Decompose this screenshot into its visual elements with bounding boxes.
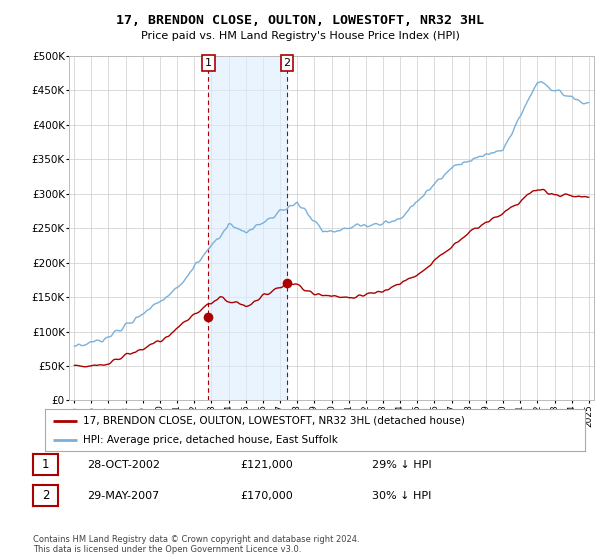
Text: £170,000: £170,000 (240, 491, 293, 501)
Text: 1: 1 (205, 58, 212, 68)
Text: HPI: Average price, detached house, East Suffolk: HPI: Average price, detached house, East… (83, 435, 338, 445)
Text: Contains HM Land Registry data © Crown copyright and database right 2024.
This d: Contains HM Land Registry data © Crown c… (33, 535, 359, 554)
Text: 28-OCT-2002: 28-OCT-2002 (87, 460, 160, 470)
Text: Price paid vs. HM Land Registry's House Price Index (HPI): Price paid vs. HM Land Registry's House … (140, 31, 460, 41)
Text: £121,000: £121,000 (240, 460, 293, 470)
Text: 1: 1 (42, 458, 49, 472)
Bar (208, 56, 287, 400)
Text: 17, BRENDON CLOSE, OULTON, LOWESTOFT, NR32 3HL: 17, BRENDON CLOSE, OULTON, LOWESTOFT, NR… (116, 14, 484, 27)
Text: 17, BRENDON CLOSE, OULTON, LOWESTOFT, NR32 3HL (detached house): 17, BRENDON CLOSE, OULTON, LOWESTOFT, NR… (83, 416, 464, 426)
Text: 2: 2 (42, 489, 49, 502)
Text: 29-MAY-2007: 29-MAY-2007 (87, 491, 159, 501)
Text: 29% ↓ HPI: 29% ↓ HPI (372, 460, 431, 470)
Text: 2: 2 (284, 58, 290, 68)
Text: 30% ↓ HPI: 30% ↓ HPI (372, 491, 431, 501)
